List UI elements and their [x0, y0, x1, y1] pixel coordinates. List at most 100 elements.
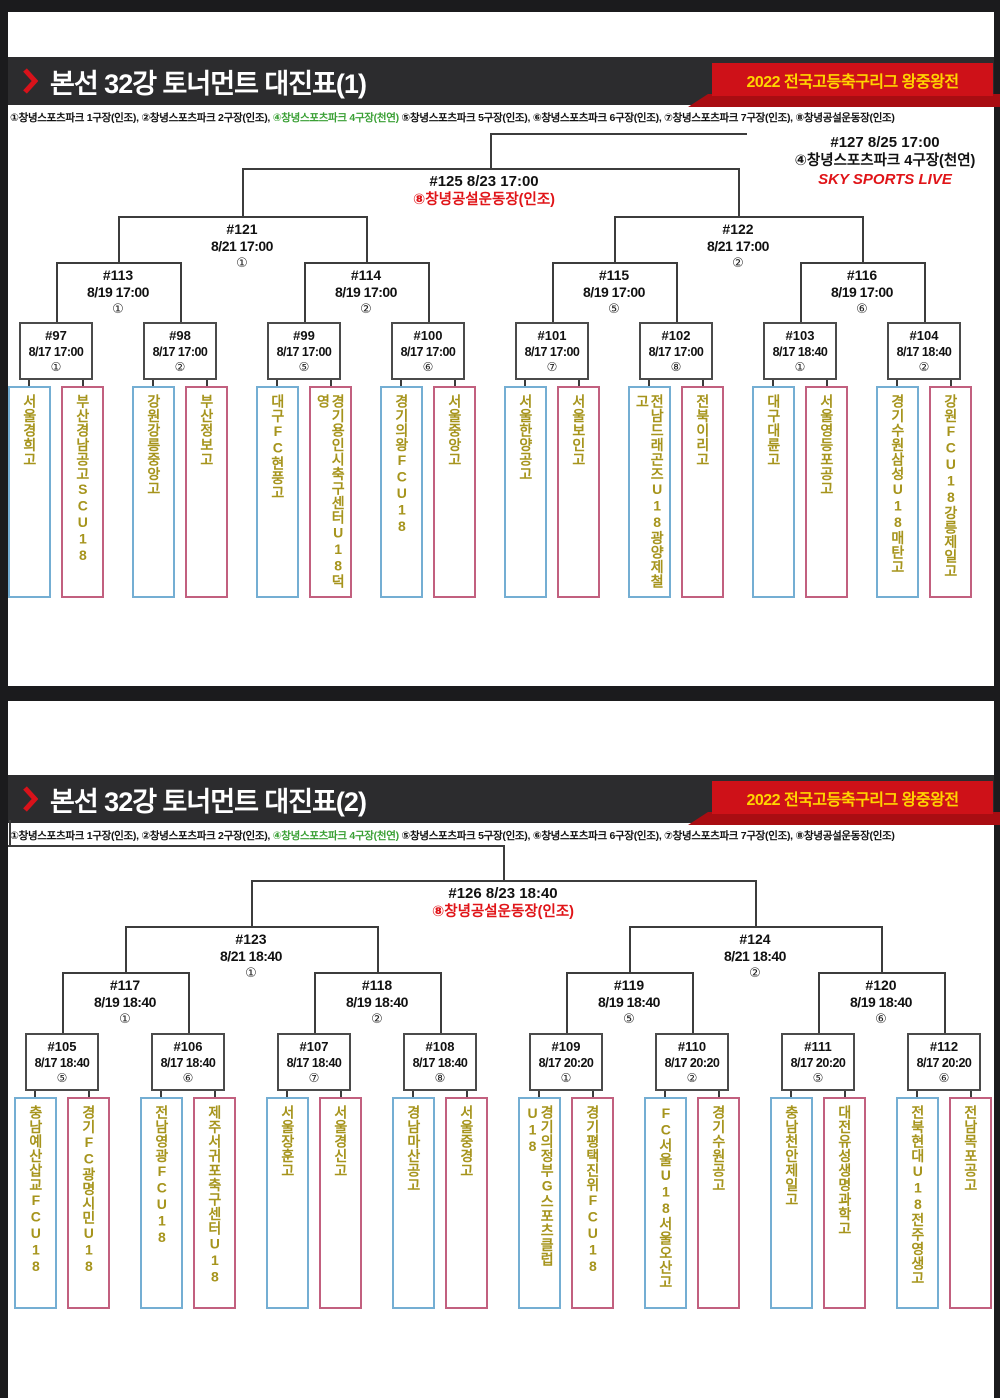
team-box: 강원FCU18강릉제일고 — [929, 386, 972, 598]
connector-line — [490, 133, 492, 168]
connector-line — [242, 168, 244, 216]
team-name: FC서울U18서울오산고 — [657, 1105, 674, 1289]
match-label: #103 8/17 18:40 ① — [763, 322, 837, 380]
connector-line — [614, 216, 616, 262]
team-box: 전북현대U18전주영생고 — [896, 1097, 939, 1309]
team-box: 제주서귀포축구센터U18 — [193, 1097, 236, 1309]
connector-line — [800, 262, 802, 322]
match-venue-number: ⑤ — [812, 1071, 824, 1085]
connector-line — [538, 1091, 540, 1097]
match-number: #97 — [45, 328, 67, 343]
match-info: #114 8/19 17:00 ② — [301, 267, 431, 317]
match-number: #111 — [804, 1039, 832, 1054]
semifinal-id: #125 8/23 17:00 — [429, 173, 539, 190]
match-venue-number: ⑥ — [182, 1071, 194, 1085]
league-badge-1: 2022 전국고등축구리그 왕중왕전 — [712, 63, 993, 96]
match-datetime: 8/19 17:00 — [335, 284, 397, 300]
match-number: #122 — [722, 221, 754, 237]
match-label: #102 8/17 17:00 ⑧ — [639, 322, 713, 380]
connector-line — [34, 1091, 36, 1097]
team-box: 경기수원공고 — [697, 1097, 740, 1309]
match-datetime: 8/17 17:00 — [276, 345, 332, 359]
match-info: #123 8/21 18:40 ① — [186, 931, 316, 981]
match-datetime: 8/21 17:00 — [211, 238, 273, 254]
match-datetime: 8/17 20:20 — [790, 1056, 846, 1070]
team-box: FC서울U18서울오산고 — [644, 1097, 687, 1309]
team-box: 경기수원삼성U18매탄고 — [876, 386, 919, 598]
badge-tail-1 — [688, 94, 1000, 107]
match-number: #101 — [537, 328, 567, 343]
match-number: #119 — [613, 977, 645, 993]
match-number: #123 — [235, 931, 267, 947]
match-number: #113 — [102, 267, 134, 283]
team-name: 경기의정부G스포츠클럽U18 — [524, 1105, 556, 1267]
match-datetime: 8/17 17:00 — [524, 345, 580, 359]
connector-line — [950, 380, 952, 386]
match-number: #105 — [47, 1039, 77, 1054]
team-box: 서울영등포공고 — [805, 386, 848, 598]
team-name: 경기용인시축구센터U18덕영 — [315, 394, 347, 589]
match-label: #108 8/17 18:40 ⑧ — [403, 1033, 477, 1091]
top-border — [0, 0, 1000, 12]
legend-text: ⑤창녕스포츠파크 5구장(인조), ⑥창녕스포츠파크 6구장(인조), ⑦창녕스… — [401, 830, 895, 842]
connector-line — [8, 845, 505, 847]
match-number: #121 — [226, 221, 258, 237]
match-datetime: 8/19 17:00 — [583, 284, 645, 300]
match-number: #117 — [109, 977, 141, 993]
connector-line — [552, 262, 554, 322]
connector-line — [88, 1091, 90, 1097]
match-venue-number: ② — [174, 360, 186, 374]
connector-line — [818, 972, 946, 974]
semifinal-info-1: #125 8/23 17:00 ⑧창녕공설운동장(인조) — [374, 172, 594, 209]
badge-tail-2 — [688, 812, 1000, 825]
team-box: 경기FC광명시민U18 — [67, 1097, 110, 1309]
match-datetime: 8/17 18:40 — [160, 1056, 216, 1070]
match-info: #124 8/21 18:40 ② — [690, 931, 820, 981]
match-info: #120 8/19 18:40 ⑥ — [816, 977, 946, 1027]
team-name: 경기FC광명시민U18 — [80, 1105, 97, 1275]
connector-line — [702, 380, 704, 386]
match-info: #119 8/19 18:40 ⑤ — [564, 977, 694, 1027]
team-box: 충남천안제일고 — [770, 1097, 813, 1309]
match-info: #122 8/21 17:00 ② — [673, 221, 803, 271]
final-venue: ④창녕스포츠파크 4구장(천연) — [794, 153, 976, 169]
connector-line — [188, 972, 190, 1033]
team-name: 서울장훈고 — [279, 1105, 296, 1178]
match-info: #113 8/19 17:00 ① — [53, 267, 183, 317]
team-name: 경기의왕FCU18 — [393, 394, 410, 535]
connector-line — [82, 380, 84, 386]
match-number: #100 — [413, 328, 443, 343]
connector-line — [304, 262, 430, 264]
match-venue-number: ⑥ — [422, 360, 434, 374]
connector-line — [314, 972, 316, 1033]
connector-line — [251, 880, 757, 882]
page-title-1: 본선 32강 토너먼트 대진표(1) — [50, 68, 367, 99]
match-number: #104 — [909, 328, 939, 343]
connector-line — [800, 262, 926, 264]
match-number: #98 — [169, 328, 191, 343]
match-datetime: 8/19 17:00 — [831, 284, 893, 300]
legend-text: ⑤창녕스포츠파크 5구장(인조), ⑥창녕스포츠파크 6구장(인조), ⑦창녕스… — [401, 112, 895, 124]
connector-line — [772, 380, 774, 386]
match-number: #102 — [661, 328, 691, 343]
team-box: 경기의정부G스포츠클럽U18 — [518, 1097, 561, 1309]
match-label: #98 8/17 17:00 ② — [143, 322, 217, 380]
team-name: 전남드래곤즈U18광양제철고 — [634, 394, 666, 589]
connector-line — [944, 972, 946, 1033]
connector-line — [314, 972, 442, 974]
match-datetime: 8/21 18:40 — [220, 948, 282, 964]
match-label: #105 8/17 18:40 ⑤ — [25, 1033, 99, 1091]
team-name: 부산경남공고SCU18 — [74, 394, 91, 564]
match-label: #111 8/17 20:20 ⑤ — [781, 1033, 855, 1091]
team-name: 부산정보고 — [198, 394, 215, 467]
match-venue-number: ⑦ — [308, 1071, 320, 1085]
team-name: 서울보인고 — [570, 394, 587, 467]
team-name: 서울경신고 — [332, 1105, 349, 1178]
match-venue-number: ① — [245, 965, 257, 980]
connector-line — [440, 972, 442, 1033]
connector-line — [738, 168, 740, 216]
match-venue-number: ② — [918, 360, 930, 374]
connector-line — [629, 926, 883, 928]
match-datetime: 8/19 18:40 — [850, 994, 912, 1010]
match-number: #108 — [425, 1039, 455, 1054]
